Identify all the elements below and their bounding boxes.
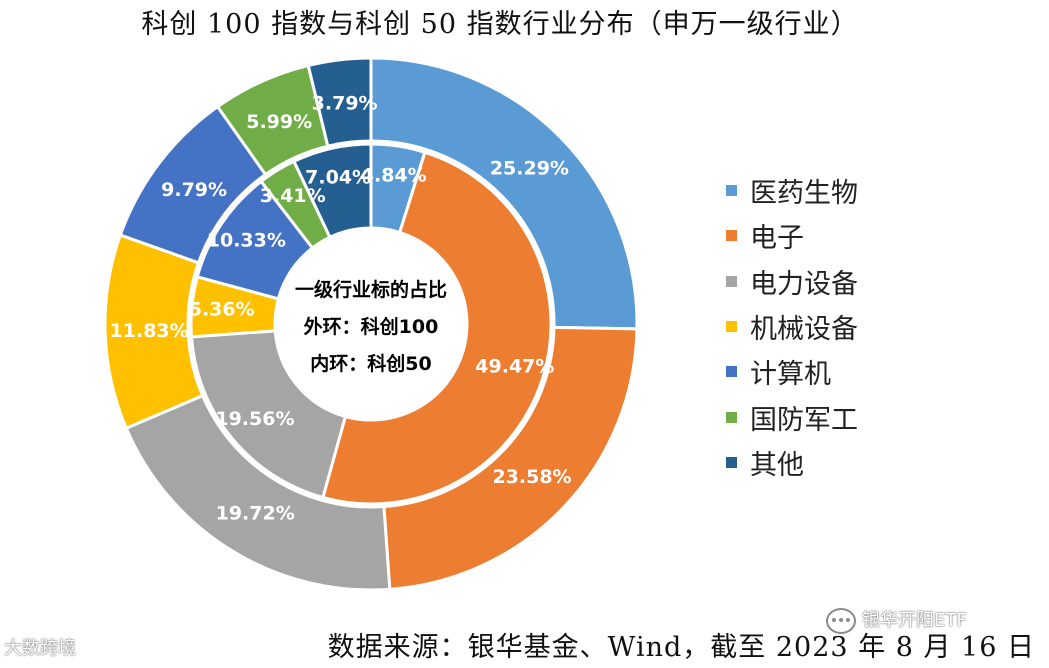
legend-label: 电子 — [750, 223, 804, 255]
outer-ring — [103, 56, 639, 592]
legend-swatch — [726, 230, 737, 242]
legend-label: 国防军工 — [750, 404, 858, 436]
center-label-line-1: 一级行业标的占比 — [295, 278, 447, 301]
center-label-line-3: 内环：科创50 — [310, 352, 431, 375]
source-note: 数据来源：银华基金、Wind，截至 2023 年 8 月 16 日 — [327, 632, 1035, 663]
legend-swatch — [726, 275, 737, 287]
outer-slice-label-6: 5.99% — [246, 111, 312, 133]
outer-slice-label-1: 25.29% — [490, 157, 569, 179]
legend-swatch — [726, 366, 737, 378]
inner-slice-label-3: 19.56% — [215, 408, 294, 430]
donut-hole — [279, 232, 463, 416]
legend-swatch — [726, 456, 737, 468]
inner-slice-label-7: 7.04% — [305, 167, 371, 189]
legend-swatch — [726, 321, 737, 333]
outer-slice-label-4: 11.83% — [110, 320, 189, 342]
outer-slice-label-5: 9.79% — [161, 179, 227, 201]
legend-label: 计算机 — [750, 359, 831, 391]
inner-ring — [189, 142, 553, 506]
slice-labels: 25.29% 23.58% 19.72% 11.83% 9.79% 5.99%3.79% 4… — [110, 93, 572, 525]
outer-slice-label-3: 19.72% — [216, 502, 295, 524]
inner-slice-label-5: 10.33% — [207, 230, 286, 252]
inner-slice-label-1: 4.84% — [361, 165, 427, 187]
legend-item: 电子 — [726, 213, 858, 258]
legend-label: 医药生物 — [750, 178, 858, 210]
legend-item: 国防军工 — [726, 394, 858, 439]
inner-slice-2 — [321, 150, 553, 506]
inner-slice-7 — [291, 142, 373, 240]
outer-slice-label-2: 23.58% — [492, 466, 571, 488]
wechat-icon — [826, 608, 856, 634]
legend-swatch — [726, 411, 737, 423]
inner-slice-3 — [189, 329, 348, 500]
watermark-right: 银华开阳ETF — [826, 606, 967, 634]
inner-slice-label-6: 3.41% — [260, 185, 326, 207]
legend-item: 其他 — [726, 440, 858, 485]
legend-item: 医药生物 — [726, 168, 858, 213]
inner-slice-label-4: 5.36% — [189, 298, 255, 320]
watermark-left-text: 大数跨境 — [4, 638, 76, 659]
legend-label: 机械设备 — [750, 314, 858, 346]
chart-title: 科创 100 指数与科创 50 指数行业分布（申万一级行业） — [141, 9, 859, 40]
legend-item: 计算机 — [726, 349, 858, 394]
outer-slice-label-7: 3.79% — [312, 93, 378, 115]
legend: 医药生物电子电力设备机械设备计算机国防军工其他 — [726, 168, 858, 485]
outer-slice-1 — [369, 56, 639, 331]
watermark-left: 大数跨境 — [4, 634, 76, 660]
legend-item: 机械设备 — [726, 304, 858, 349]
outer-slice-7 — [306, 56, 373, 148]
center-label-line-2: 外环：科创100 — [304, 315, 439, 338]
legend-label: 电力设备 — [750, 268, 858, 300]
legend-swatch — [726, 185, 737, 197]
legend-label: 其他 — [750, 449, 804, 481]
inner-slice-label-2: 49.47% — [475, 356, 554, 378]
legend-item: 电力设备 — [726, 259, 858, 304]
watermark-right-text: 银华开阳ETF — [862, 610, 967, 631]
